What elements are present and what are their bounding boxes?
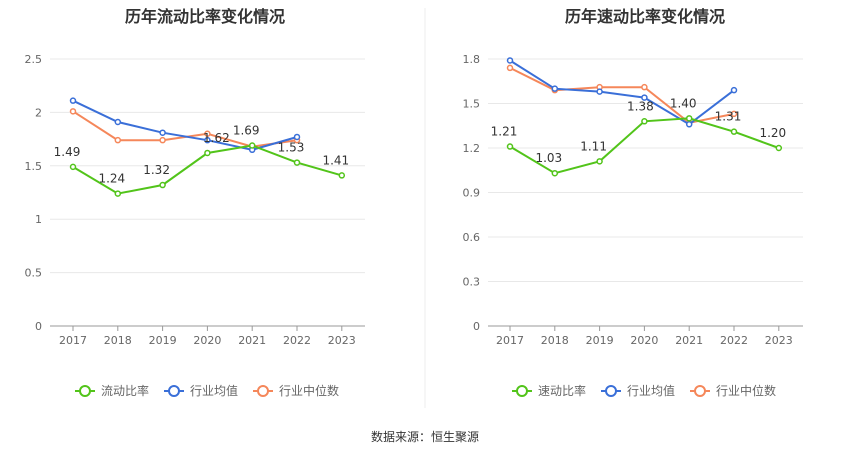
chart-2-series-3-point [641, 83, 648, 91]
chart-2-legend-label: 行业中位数 [716, 383, 776, 398]
chart-2-series-3-point [506, 64, 514, 72]
chart-1-legend-marker [79, 385, 91, 397]
chart-2-title: 历年速动比率变化情况 [565, 7, 725, 26]
chart-1-data-label: 1.62 [203, 131, 230, 145]
chart-1-data-label: 1.32 [143, 163, 170, 177]
chart-1-x-tick-label: 2023 [328, 334, 356, 347]
chart-2-data-label: 1.31 [715, 110, 742, 124]
chart-2-data-label: 1.20 [759, 126, 786, 140]
chart-1-series-3-point [204, 130, 211, 138]
chart-1-series-3-point [69, 108, 77, 115]
chart-1-x-tick-label: 2019 [149, 334, 177, 347]
chart-1-series-1-point [338, 172, 346, 179]
chart-1-x-tick-label: 2017 [59, 334, 87, 347]
chart-1-data-label: 1.49 [54, 145, 81, 159]
chart-2-series-2-point [730, 86, 738, 94]
chart-1-series-2-point [204, 136, 211, 144]
chart-1-x-tick-label: 2018 [104, 334, 132, 347]
chart-2-series-3-point [730, 110, 738, 118]
chart-1-data-label: 1.24 [98, 172, 125, 186]
chart-2-data-label: 1.21 [491, 125, 518, 139]
chart-1-x-tick-label: 2020 [193, 334, 221, 347]
chart-1-legend-label: 行业均值 [190, 383, 238, 398]
chart-2-series-1-point [596, 158, 603, 165]
chart-1-series-2-line [72, 99, 298, 151]
chart-2-x-tick-label: 2019 [586, 334, 614, 347]
chart-1-data-label: 1.53 [278, 141, 305, 155]
chart-1-data-label: 1.69 [233, 124, 260, 138]
chart-2-data-label: 1.03 [535, 151, 562, 165]
chart-1-series-2-point [114, 118, 122, 126]
chart-1-series-1-point [69, 163, 77, 171]
chart-1-y-tick-label: 1.5 [25, 160, 43, 173]
chart-2-y-tick-label: 0.9 [463, 187, 481, 200]
chart-2-series-2-point [685, 121, 693, 128]
chart-1-x-tick-label: 2021 [238, 334, 266, 347]
chart-2-x-tick-label: 2020 [630, 334, 658, 347]
chart-2-legend-marker [516, 385, 528, 397]
chart-2-y-tick-label: 1.2 [463, 142, 481, 155]
chart-1-y-tick-label: 1 [35, 213, 42, 226]
chart-1-y-tick-label: 2.5 [25, 53, 43, 66]
chart-2-series-1-point [506, 143, 514, 150]
chart-1-series-2-point [159, 129, 166, 136]
chart-2-x-tick-label: 2021 [675, 334, 703, 347]
chart-2-data-label: 1.11 [580, 139, 607, 153]
chart-1-series-3-point [114, 136, 122, 144]
chart-1-legend-label: 流动比率 [101, 383, 149, 398]
chart-1-series-1-point [248, 142, 256, 149]
chart-2-x-tick-label: 2018 [541, 334, 569, 347]
chart-2-series-2-point [506, 57, 514, 64]
chart-2-series-1-point [730, 128, 738, 135]
chart-1-series-2-point [69, 97, 77, 104]
chart-2-y-tick-label: 0 [473, 320, 480, 333]
chart-1-y-tick-label: 0 [35, 320, 42, 333]
chart-1-x-tick-label: 2022 [283, 334, 311, 347]
chart-1-series-1-point [204, 149, 211, 157]
chart-1-series-1-point [114, 190, 122, 197]
chart-1-series-1-point [159, 181, 166, 189]
chart-2-legend-label: 行业均值 [627, 383, 675, 398]
chart-2-legend-marker [694, 385, 706, 397]
chart-2-x-tick-label: 2017 [496, 334, 524, 347]
chart-1-series-2-point [293, 133, 301, 141]
chart-2-series-1-point [685, 115, 693, 122]
chart-2-data-label: 1.40 [670, 96, 697, 110]
chart-1-legend-marker [257, 385, 269, 397]
chart-2-series-2-line [509, 59, 735, 126]
chart-2-series-1-point [775, 144, 783, 152]
chart-2-x-tick-label: 2023 [765, 334, 793, 347]
chart-2-legend-label: 速动比率 [538, 383, 586, 398]
chart-2-series-1-point [641, 118, 648, 125]
chart-2-y-tick-label: 0.3 [463, 276, 481, 289]
chart-1-title: 历年流动比率变化情况 [125, 7, 285, 26]
chart-2-y-tick-label: 1.8 [463, 53, 481, 66]
chart-1-data-label: 1.41 [322, 153, 349, 167]
chart-1-y-tick-label: 2 [35, 106, 42, 119]
chart-1-series-3-point [159, 136, 166, 144]
chart-2-series-1-point [551, 169, 559, 177]
chart-2-y-tick-label: 0.6 [463, 231, 481, 244]
chart-2-series-2-point [551, 85, 559, 92]
chart-1-series-1-point [293, 159, 301, 166]
chart-2-y-tick-label: 1.5 [463, 98, 481, 111]
chart-2-legend-marker [605, 385, 617, 397]
chart-1-y-tick-label: 0.5 [25, 267, 43, 280]
chart-1-legend-label: 行业中位数 [279, 383, 339, 398]
chart-2-data-label: 1.38 [627, 99, 654, 113]
chart-2-x-tick-label: 2022 [720, 334, 748, 347]
data-source-label: 数据来源：恒生聚源 [370, 430, 479, 444]
chart-2-series-2-point [596, 88, 603, 95]
chart-2-series-2-point [641, 94, 648, 101]
chart-1-legend-marker [168, 385, 180, 397]
